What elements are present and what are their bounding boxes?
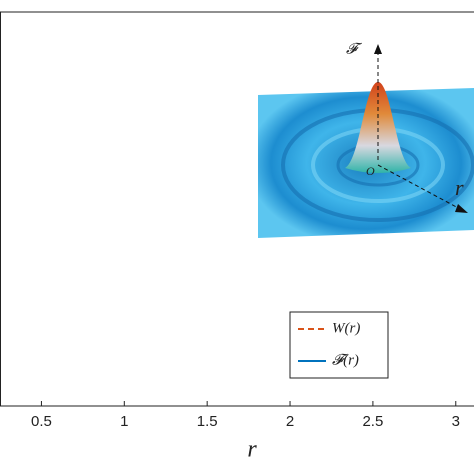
- inset-peak: [345, 82, 411, 173]
- plot-frame: [0, 11, 474, 407]
- x-tick-label: 3: [452, 413, 460, 430]
- x-tick-label: 0.5: [31, 413, 52, 430]
- x-tick-label: 2: [286, 413, 294, 430]
- inset-r-label: r: [455, 175, 464, 200]
- x-tick-label: 1: [120, 413, 128, 430]
- legend-label: W(r): [332, 320, 360, 336]
- x-tick-label: 2.5: [362, 413, 383, 430]
- inset-origin-label: O: [366, 164, 375, 178]
- legend: W(r) 𝓕(r): [289, 311, 389, 379]
- inset-axis: [377, 164, 463, 211]
- x-axis-label: r: [247, 437, 257, 463]
- inset: 𝓕 O r: [258, 41, 474, 238]
- x-tick-label: 1.5: [197, 413, 218, 430]
- inset-z-label: 𝓕: [346, 41, 363, 57]
- legend-box: [289, 311, 389, 379]
- inset-arrow: [455, 204, 468, 213]
- inset-arrow: [374, 44, 382, 54]
- legend-label: 𝓕(r): [332, 352, 359, 368]
